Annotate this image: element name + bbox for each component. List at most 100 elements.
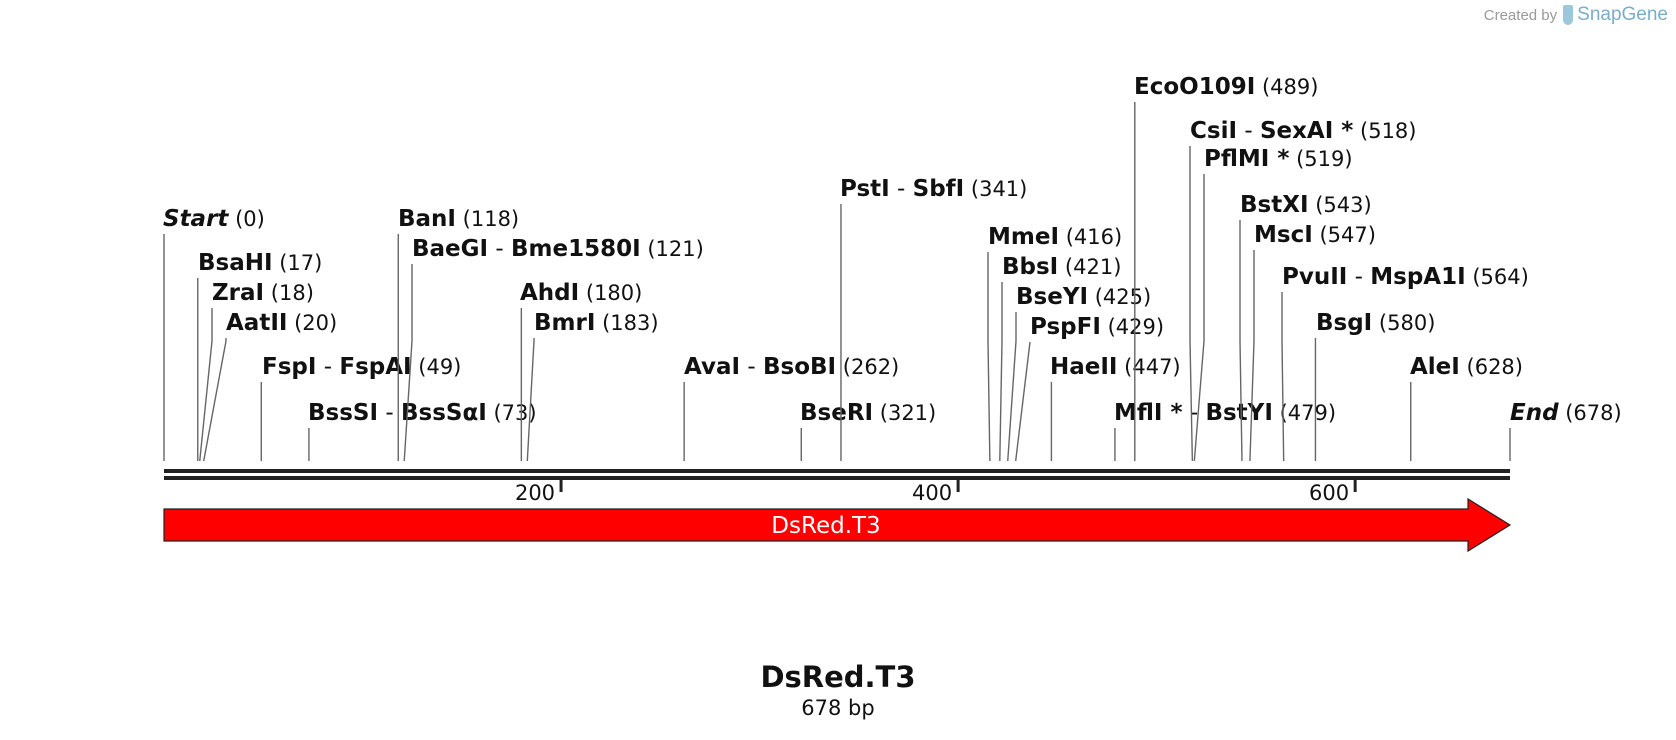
ruler-tick-label: 400 bbox=[912, 481, 952, 505]
site-enzyme-name: MmeI bbox=[988, 224, 1059, 250]
cut-site-zrai: ZraI (18) bbox=[199, 280, 314, 462]
cut-site-csii: CsiI - SexAI * (518) bbox=[1189, 118, 1417, 462]
site-label: FspI - FspAI (49) bbox=[262, 354, 461, 380]
cut-sites: Start (0)BsaHI (17)ZraI (18)AatII (20)Fs… bbox=[163, 74, 1622, 462]
site-name-separator: - bbox=[740, 354, 763, 380]
site-label: BaeGI - Bme1580I (121) bbox=[412, 236, 704, 262]
cut-site-fspi: FspI - FspAI (49) bbox=[260, 354, 461, 461]
site-enzyme-name: MspA1I bbox=[1370, 264, 1465, 290]
site-label: AatII (20) bbox=[226, 310, 337, 336]
site-connector-line bbox=[526, 338, 535, 462]
site-enzyme-name: AatII bbox=[226, 310, 287, 336]
ruler-ticks: 200 400 600 bbox=[515, 480, 1357, 505]
site-enzyme-name: BanI bbox=[398, 206, 456, 232]
site-label: ZraI (18) bbox=[212, 280, 314, 306]
ruler-tick-mark bbox=[956, 480, 960, 492]
site-position: (0) bbox=[228, 207, 264, 231]
cut-site-bseri: BseRI (321) bbox=[800, 400, 936, 461]
site-enzyme-name: BbsI bbox=[1002, 254, 1058, 280]
site-label: BbsI (421) bbox=[1002, 254, 1121, 280]
site-enzyme-name: BsgI bbox=[1316, 310, 1372, 336]
cut-site-bbsi: BbsI (421) bbox=[999, 254, 1121, 462]
site-label: AvaI - BsoBI (262) bbox=[684, 354, 899, 380]
site-enzyme-name: MscI bbox=[1254, 222, 1313, 248]
cut-site-start: Start (0) bbox=[163, 206, 265, 461]
site-enzyme-name: CsiI bbox=[1190, 118, 1237, 144]
site-position: (447) bbox=[1117, 355, 1180, 379]
site-label: BanI (118) bbox=[398, 206, 519, 232]
site-position: (547) bbox=[1313, 223, 1376, 247]
site-position: (519) bbox=[1289, 147, 1352, 171]
site-position: (180) bbox=[579, 281, 642, 305]
site-connector-line bbox=[987, 252, 991, 462]
site-position: (564) bbox=[1466, 265, 1529, 289]
cut-site-bsssi: BssSI - BssSαI (73) bbox=[308, 400, 537, 461]
site-position: (49) bbox=[412, 355, 462, 379]
site-label: BsgI (580) bbox=[1316, 310, 1435, 336]
ruler-tick-mark bbox=[559, 480, 563, 492]
cut-site-avai: AvaI - BsoBI (262) bbox=[683, 354, 899, 461]
feature-label: DsRed.T3 bbox=[771, 513, 880, 539]
site-enzyme-name: PvuII bbox=[1282, 264, 1347, 290]
cut-site-mmei: MmeI (416) bbox=[987, 224, 1122, 462]
site-name-separator: - bbox=[890, 176, 913, 202]
snapgene-credit: Created by SnapGene bbox=[1484, 4, 1668, 26]
site-enzyme-name: SbfI bbox=[913, 176, 965, 202]
site-enzyme-name: BssSI bbox=[308, 400, 378, 426]
site-name-separator: - bbox=[1347, 264, 1370, 290]
site-enzyme-name: BsoBI bbox=[763, 354, 836, 380]
cut-site-aatii: AatII (20) bbox=[203, 310, 337, 462]
site-enzyme-name: BstXI bbox=[1240, 192, 1309, 218]
site-position: (118) bbox=[456, 207, 519, 231]
cut-site-bani: BanI (118) bbox=[397, 206, 519, 461]
site-position: (425) bbox=[1088, 285, 1151, 309]
ruler-tick-label: 600 bbox=[1309, 481, 1349, 505]
site-name-separator: - bbox=[378, 400, 401, 426]
site-position: (518) bbox=[1353, 119, 1416, 143]
site-position: (321) bbox=[873, 401, 936, 425]
site-connector-line bbox=[999, 282, 1003, 462]
cut-site-ahdi: AhdI (180) bbox=[520, 280, 642, 461]
site-enzyme-name: BsaHI bbox=[198, 250, 273, 276]
cut-site-end: End (678) bbox=[1509, 400, 1622, 461]
site-label: BsaHI (17) bbox=[198, 250, 322, 276]
cut-site-bseyi: BseYI (425) bbox=[1007, 284, 1151, 462]
site-enzyme-name: EcoO109I bbox=[1134, 74, 1255, 100]
cut-site-psti: PstI - SbfI (341) bbox=[840, 176, 1027, 461]
cut-site-haeii: HaeII (447) bbox=[1050, 354, 1181, 461]
backbone-strand-top bbox=[164, 469, 1510, 473]
site-connector-line bbox=[1281, 292, 1285, 462]
site-name-separator: - bbox=[1237, 118, 1260, 144]
site-enzyme-name: PstI bbox=[840, 176, 890, 202]
site-enzyme-name: ZraI bbox=[212, 280, 264, 306]
site-position: (17) bbox=[273, 251, 323, 275]
cut-site-pspfi: PspFI (429) bbox=[1014, 314, 1164, 462]
site-connector-line bbox=[1239, 220, 1243, 462]
backbone-strand-bottom bbox=[164, 476, 1510, 480]
site-connector-line bbox=[1014, 341, 1031, 462]
site-connector-line bbox=[1249, 250, 1255, 462]
site-label: AleI (628) bbox=[1410, 354, 1523, 380]
site-enzyme-name: FspI bbox=[262, 354, 316, 380]
site-position: (18) bbox=[264, 281, 314, 305]
site-position: (262) bbox=[836, 355, 899, 379]
credit-brand: SnapGene bbox=[1577, 4, 1668, 25]
cut-site-bstxi: BstXI (543) bbox=[1239, 192, 1372, 462]
site-label: MscI (547) bbox=[1254, 222, 1376, 248]
ruler-tick-label: 200 bbox=[515, 481, 555, 505]
sequence-length: 678 bp bbox=[801, 696, 875, 720]
site-enzyme-name: BseYI bbox=[1016, 284, 1088, 310]
site-connector-line bbox=[1193, 174, 1205, 462]
site-position: (183) bbox=[595, 311, 658, 335]
site-enzyme-name: PflMI * bbox=[1204, 146, 1289, 172]
site-position: (416) bbox=[1059, 225, 1122, 249]
site-enzyme-name: AvaI bbox=[684, 354, 740, 380]
cut-site-mfli: MflI * - BstYI (479) bbox=[1114, 400, 1336, 461]
site-label: BseRI (321) bbox=[800, 400, 936, 426]
site-position: (73) bbox=[487, 401, 537, 425]
site-label: PspFI (429) bbox=[1030, 314, 1164, 340]
site-label: HaeII (447) bbox=[1050, 354, 1181, 380]
site-name-separator: - bbox=[488, 236, 511, 262]
cut-site-msci: MscI (547) bbox=[1249, 222, 1376, 462]
site-enzyme-name: FspAI bbox=[339, 354, 411, 380]
